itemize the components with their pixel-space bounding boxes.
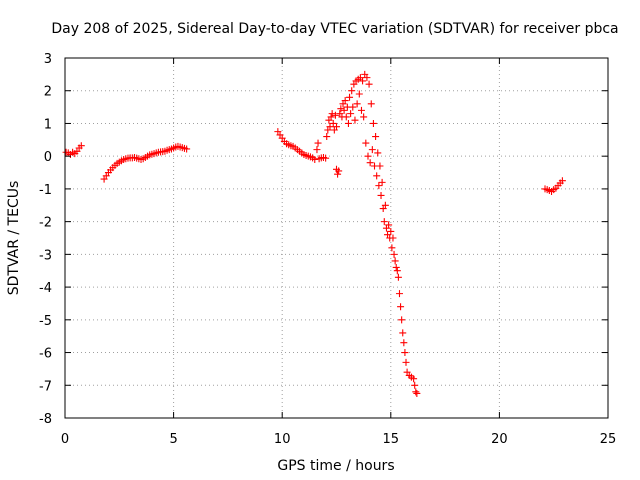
data-point <box>394 273 402 281</box>
data-point <box>374 149 382 157</box>
y-tick-label: -4 <box>39 281 52 296</box>
data-point <box>390 250 398 258</box>
y-tick-label: -3 <box>39 248 52 263</box>
plot-area-border <box>64 57 609 419</box>
data-point <box>385 221 393 229</box>
chart-title: Day 208 of 2025, Sidereal Day-to-day VTE… <box>51 21 618 37</box>
data-point <box>376 162 384 170</box>
data-point <box>395 290 403 298</box>
data-point <box>410 375 418 383</box>
data-point <box>368 146 376 154</box>
data-point <box>393 267 401 275</box>
data-point <box>362 139 370 147</box>
axis-ticks: 0 5 10 15 20 25 -8 -7 -6 -5 -4 -3 -2 -1 0 1 2 3 <box>39 52 616 447</box>
data-point <box>412 388 420 396</box>
data-point <box>367 100 375 108</box>
x-tick-label: 20 <box>491 432 508 447</box>
data-point <box>333 123 340 131</box>
x-tick-label: 0 <box>61 432 69 447</box>
data-point <box>349 103 357 111</box>
data-point <box>366 159 374 167</box>
data-point <box>392 263 400 271</box>
data-point <box>391 257 399 265</box>
data-point <box>378 178 386 186</box>
data-point <box>311 155 319 163</box>
y-tick-label: 3 <box>44 52 52 67</box>
data-point <box>380 218 388 226</box>
data-point <box>340 106 348 114</box>
data-point <box>314 139 322 147</box>
data-point <box>400 339 408 347</box>
data-point <box>388 244 396 252</box>
y-tick-label: 1 <box>44 117 52 132</box>
data-point <box>323 133 331 141</box>
x-tick-label: 25 <box>600 432 617 447</box>
data-point <box>77 142 85 150</box>
data-point <box>375 182 383 190</box>
data-point <box>346 93 354 101</box>
y-tick-label: -5 <box>39 314 52 329</box>
data-point <box>351 116 359 124</box>
data-point <box>355 90 363 98</box>
y-tick-label: -1 <box>39 183 52 198</box>
data-point <box>329 119 337 127</box>
y-tick-label: -6 <box>39 347 52 362</box>
data-points <box>62 70 566 397</box>
y-tick-label: -8 <box>39 412 52 427</box>
data-point <box>373 172 381 180</box>
data-point <box>348 87 356 95</box>
data-point <box>381 201 389 209</box>
y-tick-label: 0 <box>44 150 52 165</box>
data-point <box>360 113 368 121</box>
y-tick-label: -2 <box>39 216 52 231</box>
data-point <box>326 123 334 131</box>
y-axis-label: SDTVAR / TECUs <box>6 181 22 296</box>
data-point <box>398 316 406 324</box>
data-point <box>327 113 335 121</box>
y-tick-label: -7 <box>39 379 52 394</box>
y-tick-label: 2 <box>44 85 52 100</box>
data-point <box>369 119 377 127</box>
data-point <box>402 358 410 366</box>
data-point <box>322 154 330 162</box>
x-tick-label: 5 <box>169 432 177 447</box>
data-point <box>389 234 397 242</box>
data-point <box>347 110 355 118</box>
data-point <box>335 167 343 175</box>
data-point <box>331 111 339 119</box>
data-point <box>365 80 373 88</box>
x-tick-label: 15 <box>383 432 400 447</box>
data-point <box>357 106 365 114</box>
x-tick-label: 10 <box>274 432 291 447</box>
data-point <box>334 170 342 178</box>
data-point <box>313 146 321 154</box>
data-point <box>337 105 345 113</box>
data-point <box>413 389 421 397</box>
data-point <box>341 97 349 105</box>
data-point <box>328 110 336 118</box>
data-point <box>401 349 409 357</box>
data-point <box>359 77 367 85</box>
data-point <box>364 152 372 160</box>
grid <box>65 58 608 418</box>
data-point <box>183 145 191 153</box>
data-point <box>353 100 361 108</box>
data-point <box>377 191 385 199</box>
data-point <box>363 74 371 82</box>
data-point <box>558 177 566 185</box>
x-axis-label: GPS time / hours <box>277 458 394 474</box>
data-point <box>342 113 350 121</box>
data-point <box>411 381 419 389</box>
data-point <box>397 303 405 311</box>
data-point <box>399 329 407 337</box>
data-point <box>344 119 352 127</box>
data-point <box>372 133 380 141</box>
data-point <box>387 227 395 235</box>
